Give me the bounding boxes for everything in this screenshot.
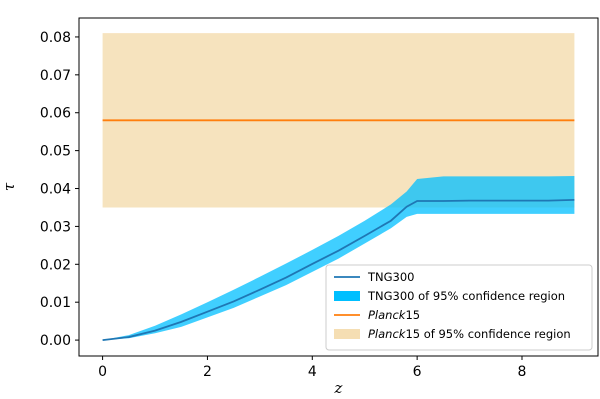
legend-label-text: 15 xyxy=(405,308,420,322)
y-tick-label: 0.00 xyxy=(40,333,71,349)
y-tick-label: 0.05 xyxy=(40,144,71,160)
x-tick-label: 6 xyxy=(413,364,422,380)
y-tick-label: 0.01 xyxy=(40,295,71,311)
plot-frame xyxy=(78,17,599,357)
y-tick-label: 0.03 xyxy=(40,219,71,235)
legend-patch-swatch xyxy=(334,291,360,301)
legend-label-text: 15 of 95% confidence region xyxy=(405,327,570,341)
legend: TNG300 TNG300 of 95% confidence region Pla… xyxy=(325,264,593,351)
legend-label-text: TNG300 xyxy=(367,270,415,284)
legend-label-italic: Planck xyxy=(368,308,407,322)
x-tick-label: 4 xyxy=(308,364,317,380)
y-tick-label: 0.07 xyxy=(40,68,71,84)
legend-patch-swatch xyxy=(334,329,360,339)
legend-label: TNG300 of 95% confidence region xyxy=(367,289,565,303)
y-tick-label: 0.04 xyxy=(40,182,71,198)
legend-label: Planck15 of 95% confidence region xyxy=(368,327,571,341)
x-axis-ticks: 0 2 4 6 8 xyxy=(98,356,526,380)
x-tick-label: 0 xyxy=(98,364,107,380)
x-tick-label: 8 xyxy=(518,364,527,380)
legend-label: TNG300 xyxy=(367,270,415,284)
legend-label-text: TNG300 of 95% confidence region xyxy=(367,289,565,303)
legend-box xyxy=(325,264,593,351)
legend-label-italic: Planck xyxy=(368,327,407,341)
band-tng300-of-95-confidence-region xyxy=(102,176,575,341)
y-axis-ticks: 0.00 0.01 0.02 0.03 0.04 0.05 0.06 0.07 0.08 xyxy=(40,30,79,349)
x-axis-label: z xyxy=(334,379,343,397)
y-tick-label: 0.02 xyxy=(40,257,71,273)
y-tick-label: 0.08 xyxy=(40,30,71,46)
y-axis-label: τ xyxy=(0,182,18,191)
x-tick-label: 2 xyxy=(203,364,212,380)
series-lines xyxy=(102,119,575,341)
line-tng300 xyxy=(102,198,575,341)
legend-label: Planck15 xyxy=(368,308,420,322)
y-tick-label: 0.06 xyxy=(40,106,71,122)
